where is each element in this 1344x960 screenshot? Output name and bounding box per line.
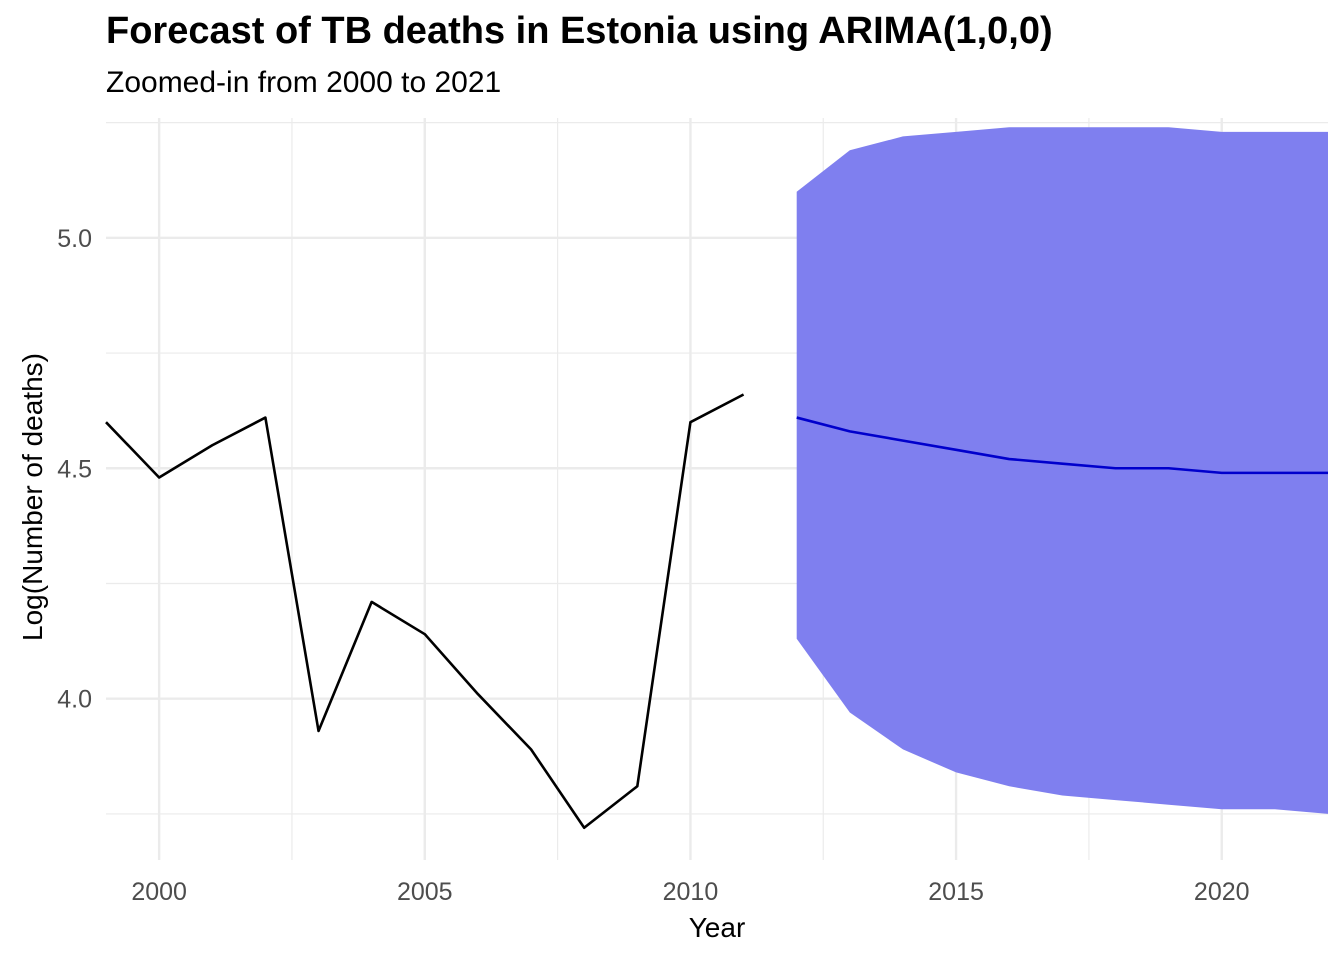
forecast-interval-band	[796, 127, 1328, 814]
forecast-interval-layer	[796, 127, 1328, 814]
series-layer	[105, 393, 1328, 830]
y-tick-label: 4.0	[57, 686, 92, 714]
chart-title: Forecast of TB deaths in Estonia using A…	[106, 10, 1053, 52]
x-tick-label: 2005	[397, 878, 453, 906]
x-tick-label: 2010	[663, 878, 719, 906]
x-tick-label: 2000	[131, 878, 187, 906]
y-axis-title: Log(Number of deaths)	[17, 353, 48, 641]
tick-labels: 2000 2005 2010 2015 2020 4.0 4.5 5.0	[57, 225, 1249, 906]
y-tick-label: 5.0	[57, 225, 92, 253]
x-tick-label: 2015	[928, 878, 984, 906]
observed-series-line	[105, 393, 745, 830]
x-tick-label: 2020	[1194, 878, 1250, 906]
chart-subtitle: Zoomed-in from 2000 to 2021	[106, 66, 502, 99]
y-tick-label: 4.5	[57, 455, 92, 483]
x-axis-title: Year	[689, 912, 746, 943]
forecast-series-line	[796, 416, 1328, 475]
